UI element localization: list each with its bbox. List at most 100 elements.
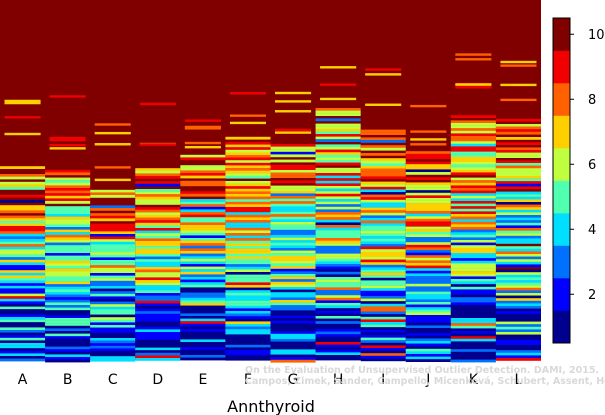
cell-H [315, 352, 361, 356]
cell-E [180, 334, 226, 337]
cell-B [45, 260, 91, 264]
cell-D [135, 282, 181, 286]
category-label: A [18, 372, 28, 388]
cell-A [0, 166, 46, 169]
cell-F [225, 227, 271, 231]
cell-C [90, 356, 136, 359]
cell-K [450, 338, 496, 342]
cell-B [45, 281, 91, 285]
cell-A [0, 262, 46, 266]
cell-J [410, 130, 447, 133]
cell-G [270, 336, 316, 340]
cell-A [0, 356, 46, 359]
cell-G [270, 331, 316, 334]
cell-L [495, 202, 541, 205]
cell-E [180, 243, 226, 246]
cell-J [405, 346, 451, 349]
cell-L [495, 228, 541, 231]
cell-C [90, 317, 136, 320]
cell-I [360, 348, 406, 351]
cell-K [450, 234, 496, 238]
cell-J [405, 231, 451, 235]
cell-G [270, 198, 316, 202]
cell-A [0, 223, 46, 227]
cell-B [45, 307, 91, 311]
cell-K [450, 250, 496, 254]
cell-E [180, 256, 226, 259]
cell-I [360, 244, 406, 247]
cell-I [360, 277, 406, 281]
cell-I [360, 358, 406, 362]
cell-F [225, 285, 271, 288]
cell-D [135, 230, 181, 234]
cell-J [405, 195, 451, 199]
cell-B [45, 323, 91, 326]
cell-I [360, 207, 406, 211]
cell-F [225, 261, 271, 265]
cell-K [450, 297, 496, 300]
cell-L [495, 254, 541, 257]
cell-A [0, 345, 46, 349]
cell-I [360, 153, 406, 156]
cell-B [45, 221, 91, 225]
cell-D [135, 274, 181, 278]
cell-E [180, 251, 226, 254]
cell-I [360, 212, 406, 216]
cell-G [270, 224, 316, 228]
cell-E [180, 232, 226, 236]
cell-D [135, 319, 181, 322]
cell-C [90, 189, 136, 193]
cell-E [180, 282, 226, 285]
cell-L [495, 358, 541, 361]
cell-J [405, 161, 451, 165]
cell-K [450, 120, 496, 124]
cell-L [495, 269, 541, 273]
cell-D [135, 280, 181, 283]
cell-A [0, 184, 46, 188]
cell-B [45, 250, 91, 254]
cell-H [315, 323, 361, 327]
cell-I [360, 301, 406, 304]
cell-B [45, 237, 91, 241]
cell-K [450, 115, 496, 118]
cell-L [495, 332, 541, 335]
cell-H [315, 318, 361, 322]
cell-G [270, 159, 316, 163]
cell-D [139, 102, 176, 106]
cell-H [315, 227, 361, 231]
cell-I [360, 329, 406, 333]
cell-K [450, 294, 496, 298]
cell-A [0, 200, 46, 203]
cell-L [495, 295, 541, 299]
cell-L [495, 152, 541, 156]
category-label: G [288, 372, 299, 388]
cell-G [270, 193, 316, 197]
cell-J [405, 304, 451, 308]
cell-K [450, 325, 496, 329]
cell-B [45, 245, 91, 248]
cell-E [180, 222, 226, 226]
cell-K [450, 169, 496, 173]
cell-A [0, 283, 46, 286]
category-label: D [152, 372, 163, 388]
cell-E [184, 141, 221, 145]
cell-B [45, 208, 91, 212]
cell-H [315, 266, 361, 270]
cell-A [0, 306, 46, 310]
cell-B [45, 240, 91, 243]
cell-F [225, 326, 271, 330]
cell-F [225, 235, 271, 239]
cell-I [365, 103, 402, 106]
cell-B [45, 253, 91, 256]
cell-I [360, 163, 406, 167]
cell-G [270, 232, 316, 236]
cell-K [450, 266, 496, 269]
cell-C [90, 312, 136, 315]
cell-B [45, 279, 91, 282]
cell-K [450, 162, 496, 165]
cell-C [90, 254, 136, 258]
cell-B [45, 169, 91, 173]
cell-G [270, 294, 316, 298]
cell-L [495, 196, 541, 200]
cell-L [495, 272, 541, 275]
